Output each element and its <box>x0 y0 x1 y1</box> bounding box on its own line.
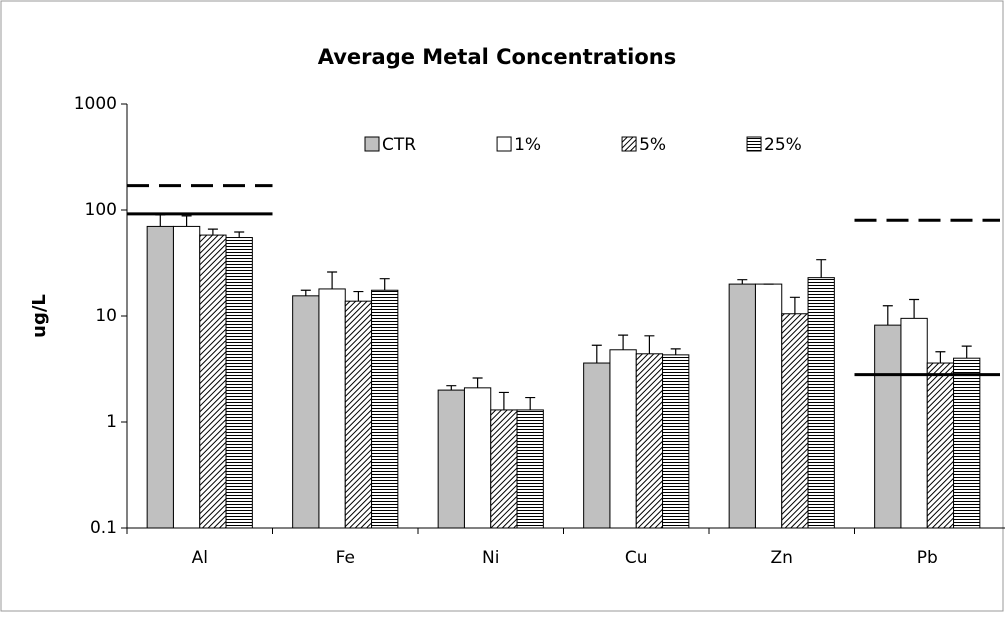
error-bar <box>961 345 972 359</box>
error-bar <box>353 290 364 302</box>
x-tick-label: Ni <box>482 548 499 568</box>
bar <box>874 324 902 529</box>
error-bar <box>327 271 338 289</box>
bar <box>344 300 373 529</box>
error-bar <box>737 279 748 285</box>
bar <box>583 362 611 529</box>
error-bar <box>234 231 245 238</box>
legend-swatch <box>364 136 380 152</box>
y-axis-label: ug/L <box>29 294 50 338</box>
bar <box>437 389 465 529</box>
bar <box>292 295 320 529</box>
error-bar <box>882 305 893 326</box>
chart-title: Average Metal Concentrations <box>318 45 677 69</box>
legend-swatch <box>746 136 762 152</box>
bar <box>662 354 690 529</box>
error-bar <box>935 351 946 364</box>
bar <box>225 237 253 529</box>
bar <box>900 317 928 529</box>
x-tick-label: Pb <box>917 548 938 568</box>
error-bar <box>644 335 655 354</box>
legend-label: CTR <box>382 135 416 155</box>
bar <box>490 409 518 529</box>
bar <box>635 353 664 529</box>
bar <box>609 349 637 529</box>
y-tick-label: 1000 <box>74 94 117 114</box>
x-tick-label: Cu <box>625 548 648 568</box>
error-bar <box>789 296 800 314</box>
error-bar <box>446 385 457 391</box>
x-tick-label: Fe <box>336 548 355 568</box>
error-bar <box>909 298 920 319</box>
legend-label: 1% <box>514 135 541 155</box>
error-bar <box>181 215 192 227</box>
bar <box>926 362 955 529</box>
error-bar <box>379 278 390 291</box>
bar <box>516 409 544 529</box>
error-bar <box>525 396 536 410</box>
error-bar <box>591 344 602 364</box>
error-bar <box>472 377 483 388</box>
bar <box>371 289 399 529</box>
bar <box>754 283 783 529</box>
x-tick-label: Al <box>192 548 208 568</box>
legend-label: 5% <box>639 135 666 155</box>
bar <box>199 234 227 529</box>
error-bar <box>670 348 681 355</box>
bar <box>807 277 835 529</box>
bar <box>146 225 174 529</box>
bar <box>172 225 201 529</box>
y-tick-label: 1 <box>106 412 117 432</box>
bar <box>463 387 492 529</box>
bar <box>781 313 809 529</box>
y-tick-label: 0.1 <box>90 518 117 538</box>
error-bar <box>498 391 509 410</box>
legend-swatch <box>496 136 512 152</box>
bar <box>318 288 346 529</box>
y-tick-label: 100 <box>85 200 117 220</box>
bar <box>953 357 981 529</box>
error-bar <box>207 228 218 236</box>
bar <box>728 283 756 529</box>
y-tick-label: 10 <box>95 306 117 326</box>
error-bar <box>618 334 629 350</box>
error-bar <box>300 289 311 296</box>
x-tick-label: Zn <box>771 548 793 568</box>
error-bar <box>816 259 827 278</box>
legend-label: 25% <box>764 135 802 155</box>
legend-swatch <box>621 136 637 152</box>
